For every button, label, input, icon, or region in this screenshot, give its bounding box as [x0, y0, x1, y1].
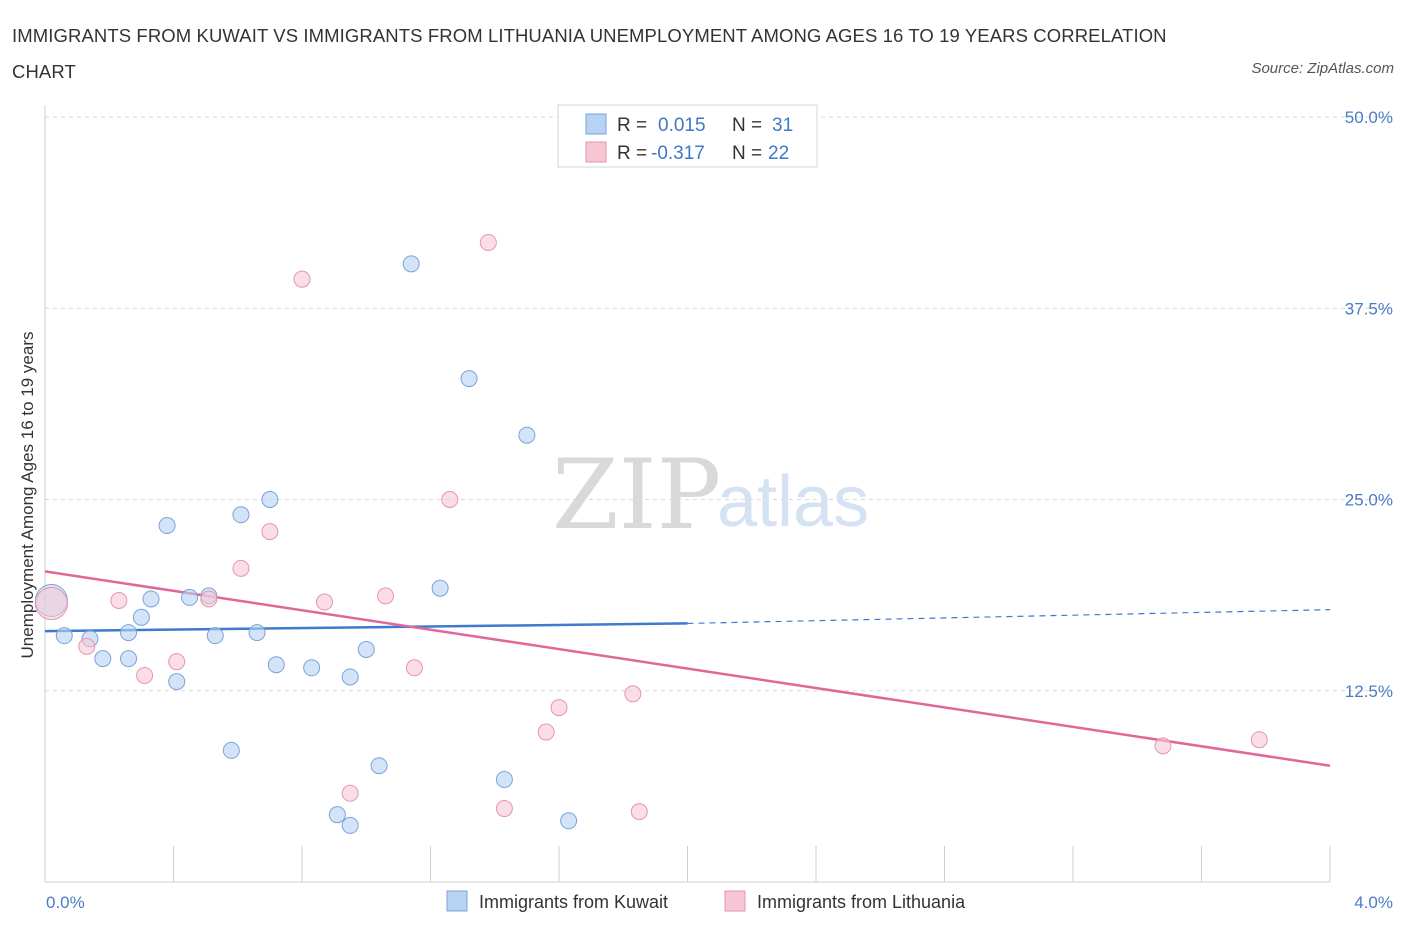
bottom-legend-swatch-lithuania	[724, 890, 746, 912]
kuwait-point	[341, 816, 359, 834]
legend-swatch-lithuania	[585, 141, 607, 163]
kuwait-point	[158, 517, 176, 535]
x-tick-labels: 0.0% 4.0%	[46, 893, 1393, 912]
kuwait-point	[560, 812, 578, 830]
legend-r-label-lithuania: R =	[617, 143, 647, 164]
kuwait-point	[460, 370, 478, 388]
kuwait-point	[120, 650, 138, 668]
bottom-legend-label-lithuania: Immigrants from Lithuania	[757, 892, 966, 912]
kuwait-point	[303, 659, 321, 677]
lithuania-point	[34, 587, 68, 621]
x-tick-label: 4.0%	[1354, 893, 1393, 912]
lithuania-point	[232, 559, 250, 577]
kuwait-point	[341, 668, 359, 686]
lithuania-point	[377, 587, 395, 605]
lithuania-point	[341, 784, 359, 802]
trend-lines	[44, 570, 1331, 767]
y-tick-label: 37.5%	[1345, 299, 1393, 318]
lithuania-trend-line	[44, 570, 1331, 767]
kuwait-point	[518, 426, 536, 444]
kuwait-point	[370, 757, 388, 775]
lithuania-point	[261, 523, 279, 541]
lithuania-point	[550, 699, 568, 717]
legend-r-value-kuwait: 0.015	[658, 115, 706, 136]
kuwait-point	[120, 624, 138, 642]
lithuania-point	[200, 590, 218, 608]
grid-lines	[45, 116, 1390, 692]
legend-swatch-kuwait	[585, 113, 607, 135]
lithuania-point	[405, 659, 423, 677]
lithuania-point	[315, 593, 333, 611]
lithuania-point	[441, 491, 459, 508]
kuwait-point	[232, 506, 250, 524]
kuwait-point	[94, 650, 112, 668]
lithuania-point	[1154, 737, 1172, 755]
kuwait-point	[357, 640, 375, 658]
kuwait-trend-line	[44, 622, 688, 633]
y-axis-label: Unemployment Among Ages 16 to 19 years	[18, 332, 37, 659]
legend-n-value-lithuania: 22	[768, 143, 789, 164]
chart-title: IMMIGRANTS FROM KUWAIT VS IMMIGRANTS FRO…	[12, 25, 1167, 82]
lithuania-point	[624, 685, 642, 703]
kuwait-point	[248, 624, 266, 642]
legend-n-label-kuwait: N =	[732, 115, 762, 136]
y-tick-labels: 12.5% 25.0% 37.5% 50.0%	[1345, 108, 1393, 701]
lithuania-point	[630, 803, 648, 821]
lithuania-point	[136, 666, 154, 684]
lithuania-point	[78, 637, 96, 655]
kuwait-point	[222, 741, 240, 759]
lithuania-point	[168, 653, 186, 671]
bottom-legend-swatch-kuwait	[446, 890, 468, 912]
data-points	[34, 233, 1268, 834]
lithuania-point	[1250, 731, 1268, 749]
kuwait-point	[168, 673, 186, 691]
lithuania-point	[479, 233, 497, 251]
watermark-atlas: atlas	[717, 462, 869, 542]
legend-r-value-lithuania: -0.317	[651, 143, 705, 164]
y-tick-label: 50.0%	[1345, 108, 1393, 127]
y-tick-label: 25.0%	[1345, 491, 1393, 510]
kuwait-point	[181, 588, 199, 606]
kuwait-point	[267, 656, 285, 674]
y-tick-label: 12.5%	[1345, 682, 1393, 701]
watermark-zip: ZIP	[552, 439, 721, 551]
source-credit: Source: ZipAtlas.com	[1251, 60, 1394, 77]
kuwait-point	[206, 627, 224, 645]
bottom-legend-label-kuwait: Immigrants from Kuwait	[479, 892, 668, 912]
kuwait-point	[261, 491, 279, 508]
kuwait-point	[328, 806, 346, 824]
lithuania-point	[293, 270, 311, 288]
kuwait-point	[431, 579, 449, 597]
lithuania-point	[110, 591, 128, 609]
kuwait-point	[55, 627, 73, 645]
legend-n-value-kuwait: 31	[772, 115, 793, 136]
correlation-legend: R = 0.015 N = 31 R = -0.317 N = 22	[557, 104, 818, 168]
axes	[44, 105, 1331, 883]
kuwait-point	[495, 770, 513, 788]
legend-r-label-kuwait: R =	[617, 115, 647, 136]
lithuania-point	[495, 800, 513, 818]
x-tick-label: 0.0%	[46, 893, 85, 912]
kuwait-point	[132, 608, 150, 626]
kuwait-point	[142, 590, 160, 608]
kuwait-trend-extension	[687, 609, 1331, 625]
series-legend: Immigrants from Kuwait Immigrants from L…	[446, 890, 966, 912]
legend-n-label-lithuania: N =	[732, 143, 762, 164]
lithuania-point	[537, 723, 555, 741]
kuwait-point	[402, 255, 420, 273]
